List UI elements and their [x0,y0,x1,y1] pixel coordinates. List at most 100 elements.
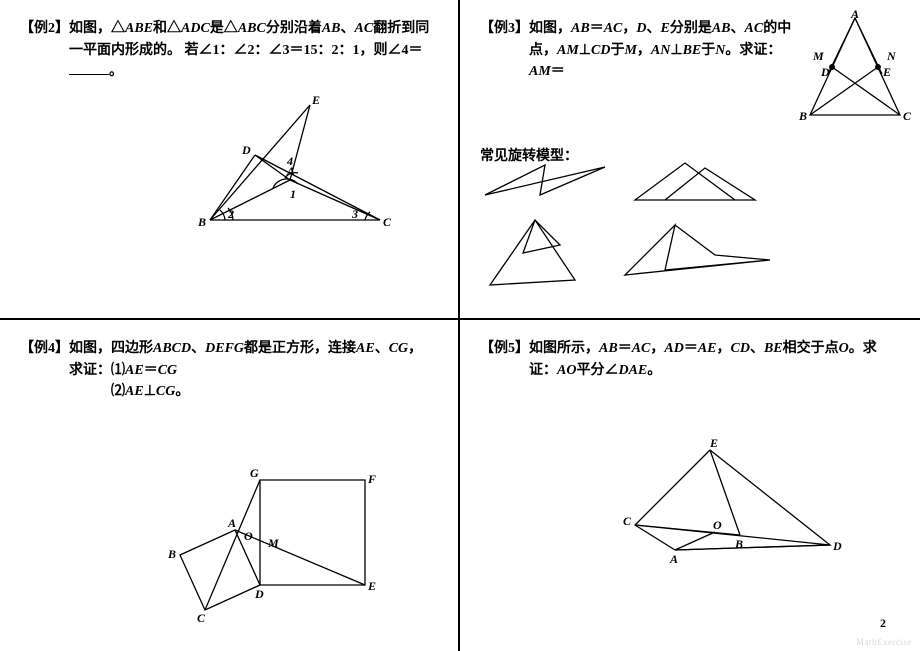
t: AB [571,21,590,36]
t: 平分∠ [576,363,618,378]
diagram-ex2: A B C D E 1 2 3 4 [170,90,400,240]
t: CG [158,363,177,378]
t: ＝ [590,21,604,36]
t: BE [683,43,702,58]
t: 、 [750,341,764,356]
t: ＝ [684,341,698,356]
t: 、 [731,21,745,36]
rotation-models [475,155,785,300]
t: ⊥ [144,384,156,399]
svg-text:C: C [383,215,392,229]
svg-text:A: A [669,552,678,566]
svg-text:D: D [820,65,830,79]
t: AE [356,341,375,356]
problem-text: 如图所示，AB＝AC，AD＝AE，CD、BE相交于点O。求证：AO平分∠DAE。 [529,338,900,381]
t: CD [591,43,610,58]
t: ＝ [618,341,632,356]
t: AC [355,21,374,36]
svg-text:D: D [832,539,842,553]
page-number: 2 [880,616,886,631]
t: 如图，△ [69,21,125,36]
t: ， [717,341,731,356]
t: 。 [647,363,661,378]
svg-text:E: E [367,579,376,593]
problem-tag: 【例3】 [480,18,529,40]
t: 相交于点 [783,341,839,356]
t: CG [156,384,175,399]
svg-text:O: O [244,529,253,543]
t: AE [698,341,717,356]
t: ， [622,21,636,36]
svg-text:B: B [798,109,807,123]
t: ABCD [153,341,191,356]
svg-text:G: G [250,466,259,480]
t: ⑴ [111,363,125,378]
t: AM [529,64,551,79]
t: 。求证： [725,43,781,58]
cell-example-4: 【例4】 如图，四边形ABCD、DEFG都是正方形，连接AE、CG， 求证：⑴A… [0,320,460,651]
svg-text:B: B [734,537,743,551]
svg-text:O: O [713,518,722,532]
svg-text:3: 3 [351,207,358,221]
t: ， [408,341,422,356]
svg-text:D: D [241,143,251,157]
t: AN [651,43,670,58]
svg-text:E: E [882,65,891,79]
svg-text:C: C [903,109,912,123]
t: 分别沿着 [266,21,322,36]
t: ⊥ [579,43,591,58]
t: ABC [238,21,266,36]
cell-example-2: 【例2】 如图，△ABE和△ADC是△ABC分别沿着AB、AC翻折到同一平面内形… [0,0,460,320]
page-grid: 【例2】 如图，△ABE和△ADC是△ABC分别沿着AB、AC翻折到同一平面内形… [0,0,920,651]
svg-text:2: 2 [227,207,234,221]
svg-text:1: 1 [290,187,296,201]
svg-text:M: M [267,536,279,550]
problem-tag: 【例5】 [480,338,529,360]
svg-text:B: B [167,547,176,561]
watermark: MathExercise [856,637,912,647]
t: ＝ [551,64,565,79]
t: AB [322,21,341,36]
t: AE [125,384,144,399]
cell-example-5: 【例5】 如图所示，AB＝AC，AD＝AE，CD、BE相交于点O。求证：AO平分… [460,320,920,651]
svg-text:C: C [197,611,206,625]
svg-text:C: C [623,514,632,528]
t: DEFG [205,341,244,356]
t: 是△ [210,21,238,36]
problem-text: 如图，AB＝AC，D、E分别是AB、AC的中点，AM⊥CD于M，AN⊥BE于N。… [529,18,799,83]
t: 、 [341,21,355,36]
t: AC [604,21,623,36]
t: 都是正方形，连接 [244,341,356,356]
t: O [839,341,849,356]
t: ， [637,43,651,58]
t: AE [125,363,144,378]
diagram-ex4: A B C D E F G O M [150,450,400,625]
t: 求证： [69,363,111,378]
t: ADC [181,21,210,36]
t: 分别是 [670,21,712,36]
svg-text:N: N [886,49,897,63]
t: 、 [191,341,205,356]
t: DAE [618,363,647,378]
problem-4: 【例4】 如图，四边形ABCD、DEFG都是正方形，连接AE、CG， 求证：⑴A… [20,338,438,403]
t: ＝ [144,363,158,378]
problem-text: 如图，四边形ABCD、DEFG都是正方形，连接AE、CG， 求证：⑴AE＝CG … [69,338,438,403]
t: ⊥ [670,43,682,58]
t: N [715,43,725,58]
t: 、 [375,341,389,356]
diagram-ex3: A B C D E M N [795,10,915,125]
t: 如图所示， [529,341,599,356]
svg-text:B: B [197,215,206,229]
t: 。 [175,384,189,399]
problem-2: 【例2】 如图，△ABE和△ADC是△ABC分别沿着AB、AC翻折到同一平面内形… [20,18,438,83]
t: 、 [647,21,661,36]
problem-tag: 【例4】 [20,338,69,360]
t: E [661,21,670,36]
t: AC [745,21,764,36]
t: AO [557,363,576,378]
t: 如图，四边形 [69,341,153,356]
diagram-ex5: A B C D E O [580,435,860,575]
t: AB [712,21,731,36]
t: 和△ [153,21,181,36]
t: M [624,43,636,58]
